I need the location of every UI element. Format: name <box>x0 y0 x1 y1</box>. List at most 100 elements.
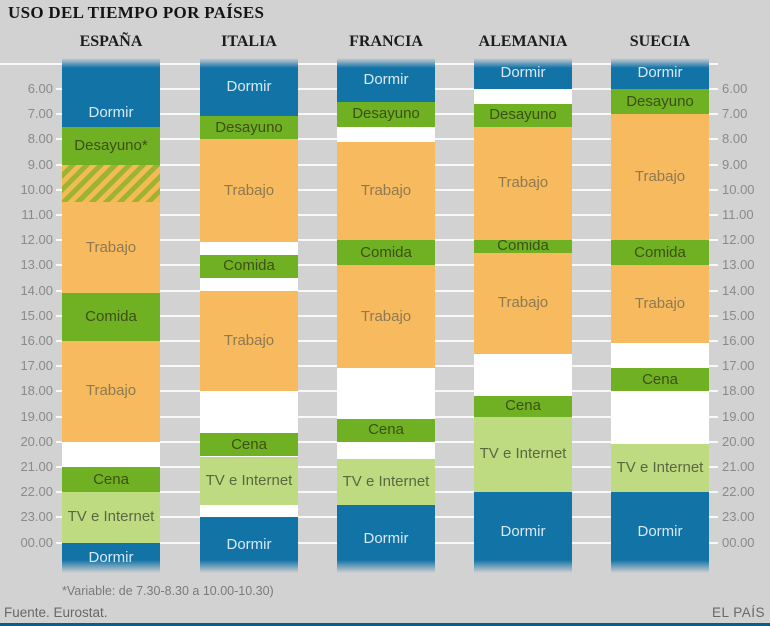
bottom-accent-bar <box>0 623 770 626</box>
axis-label-left: 9.00 <box>27 156 53 172</box>
segment-trabajo: Trabajo <box>611 114 709 241</box>
segment-label: Cena <box>505 397 541 415</box>
axis-label-right: 14.00 <box>722 282 755 298</box>
axis-label-right: 20.00 <box>722 433 755 449</box>
axis-label-right: 21.00 <box>722 459 755 474</box>
axis-label-right: 6.00 <box>722 81 748 96</box>
segment-trabajo: Trabajo <box>62 341 160 442</box>
segment-desayuno: Desayuno <box>200 116 298 140</box>
segment-comida: Comida <box>474 240 572 253</box>
segment-tv-e-internet: TV e Internet <box>200 456 298 505</box>
axis-label-left: 7.00 <box>27 106 53 122</box>
segment-label: Trabajo <box>85 238 137 256</box>
segment-label: Dormir <box>500 523 546 541</box>
segment-trabajo: Trabajo <box>337 141 435 241</box>
axis-label-left: 19.00 <box>20 408 53 424</box>
column-bottom-fade <box>200 559 298 573</box>
axis-label-left: 00.00 <box>20 534 53 550</box>
segment-label: Desayuno* <box>74 136 148 154</box>
axis-label-left: 18.00 <box>20 383 53 399</box>
column-italia: Dormir Desayuno Trabajo Comida Trabajo Cena TV… <box>200 57 298 573</box>
axis-label-right: 22.00 <box>722 484 755 500</box>
axis-label-left: 6.00 <box>27 81 53 96</box>
axis-label-left: 14.00 <box>20 282 53 298</box>
segment-label: Comida <box>497 240 549 253</box>
axis-label-right: 16.00 <box>722 333 755 348</box>
segment-tv-e-internet: TV e Internet <box>62 492 160 543</box>
segment-label: Comida <box>85 307 137 325</box>
segment-comida: Comida <box>337 240 435 266</box>
axis-label-right: 11.00 <box>722 207 754 222</box>
axis-label-right: 10.00 <box>722 181 755 197</box>
axis-label-left: 22.00 <box>20 484 53 500</box>
axis-label-right: 19.00 <box>722 408 755 424</box>
segment-tv-e-internet: TV e Internet <box>337 458 435 505</box>
segment-dormir: Dormir <box>474 492 572 573</box>
segment-label: Dormir <box>500 64 546 82</box>
column-header-italia: ITALIA <box>221 33 277 50</box>
axis-label-left: 11.00 <box>21 207 53 222</box>
segment-label: Cena <box>642 370 678 388</box>
segment-dormir: Dormir <box>62 57 160 127</box>
axis-label-left: 20.00 <box>20 433 53 449</box>
axis-label-left: 17.00 <box>20 358 53 374</box>
column-header-españa: ESPAÑA <box>79 33 143 50</box>
segment-cena: Cena <box>337 418 435 442</box>
segment-trabajo: Trabajo <box>200 290 298 392</box>
segment-label: Dormir <box>226 536 272 554</box>
axis-label-left: 12.00 <box>20 232 53 248</box>
axis-label-right: 9.00 <box>722 156 748 172</box>
segment-cena: Cena <box>62 467 160 493</box>
segment-label: TV e Internet <box>205 471 293 489</box>
segment-comida: Comida <box>611 240 709 266</box>
segment-label: Trabajo <box>360 307 412 325</box>
segment-label: Trabajo <box>634 168 686 186</box>
axis-label-left: 16.00 <box>20 333 53 348</box>
segment-label: Dormir <box>637 523 683 541</box>
column-top-fade <box>337 57 435 68</box>
segment-label: Trabajo <box>634 295 686 313</box>
segment-comida: Comida <box>200 254 298 278</box>
axis-label-right: 13.00 <box>722 257 755 273</box>
segment-label: Trabajo <box>360 181 412 199</box>
segment-tv-e-internet: TV e Internet <box>474 416 572 493</box>
segment-desayuno: Desayuno <box>611 89 709 115</box>
column-header-francia: FRANCIA <box>349 33 423 50</box>
segment-trabajo: Trabajo <box>337 265 435 369</box>
chart-title: USO DEL TIEMPO POR PAÍSES <box>8 3 265 22</box>
segment-trabajo: Trabajo <box>611 265 709 344</box>
brand-logo: EL PAÍS <box>711 605 765 620</box>
segment-desayuno: Desayuno <box>474 103 572 127</box>
axis-label-left: 13.00 <box>20 257 53 273</box>
segment-label: Dormir <box>226 77 272 95</box>
axis-label-left: 8.00 <box>27 131 53 147</box>
column-top-fade <box>62 57 160 68</box>
column-bottom-fade <box>62 559 160 573</box>
segment-tv-e-internet: TV e Internet <box>611 443 709 493</box>
segment-trabajo: Trabajo <box>200 139 298 243</box>
column-top-fade <box>474 57 572 68</box>
segment-trabajo: Trabajo <box>474 252 572 354</box>
source-attribution: Fuente. Eurostat. <box>4 605 108 620</box>
segment-label: Trabajo <box>497 174 549 192</box>
column-bottom-fade <box>474 559 572 573</box>
axis-label-right: 00.00 <box>722 534 755 550</box>
axis-label-right: 12.00 <box>722 232 755 248</box>
segment-label: Desayuno <box>352 105 420 123</box>
segment-label: Comida <box>634 243 686 261</box>
segment-label: Desayuno <box>215 118 283 136</box>
segment-desayuno: Desayuno* <box>62 126 160 165</box>
segment-label: Cena <box>93 470 129 488</box>
segment-dormir: Dormir <box>611 492 709 573</box>
column-francia: Dormir Desayuno Trabajo Comida Trabajo Cena TV… <box>337 57 435 573</box>
column-alemania: Dormir Desayuno Trabajo Comida Trabajo Cena TV… <box>474 57 572 573</box>
segment-trabajo: Trabajo <box>62 202 160 293</box>
segment-label: Trabajo <box>85 382 137 400</box>
segment-label: Comida <box>223 257 275 275</box>
column-top-fade <box>200 57 298 68</box>
segment-label: Dormir <box>637 64 683 82</box>
variable-footnote: *Variable: de 7.30-8.30 a 10.00-10.30) <box>62 584 274 598</box>
segment-label: Dormir <box>363 529 409 547</box>
segment-variable-work-start <box>62 164 160 203</box>
